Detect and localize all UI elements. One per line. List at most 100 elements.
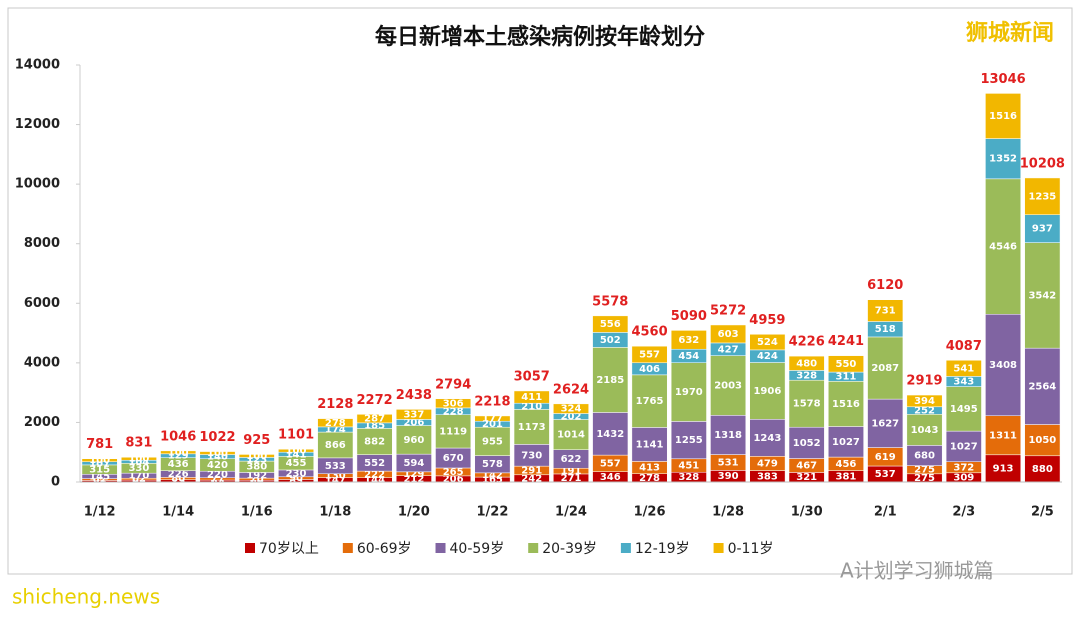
segment-label: 866 — [325, 440, 346, 451]
segment-label: 406 — [639, 364, 660, 375]
segment-label: 75 — [171, 476, 185, 487]
x-tick-label: 1/28 — [712, 505, 744, 520]
segment-label: 455 — [286, 458, 307, 469]
segment-label: 343 — [953, 376, 974, 387]
segment-label: 882 — [364, 437, 385, 448]
bar-segment — [120, 456, 157, 461]
segment-label: 533 — [325, 461, 346, 472]
bar-segment — [631, 345, 668, 364]
segment-label: 100 — [128, 454, 149, 465]
bar-segment — [788, 379, 825, 428]
segment-label: 2185 — [596, 375, 624, 386]
y-tick-label: 0 — [51, 475, 60, 490]
segment-label: 1255 — [675, 435, 703, 446]
segment-label: 390 — [718, 471, 739, 482]
segment-label: 550 — [836, 359, 857, 370]
bar-segment — [1024, 347, 1061, 425]
segment-label: 372 — [953, 462, 974, 473]
bar-segment — [1024, 455, 1061, 483]
y-tick-label: 14000 — [15, 58, 60, 73]
chart-frame — [7, 7, 1073, 575]
total-label: 2272 — [357, 393, 393, 408]
x-tick-label: 1/26 — [634, 505, 666, 520]
segment-label: 427 — [718, 344, 739, 355]
bar-segment — [395, 409, 432, 420]
segment-label: 1516 — [832, 399, 860, 410]
segment-label: 165 — [482, 475, 503, 486]
segment-label: 730 — [521, 450, 542, 461]
bar-segment — [710, 324, 747, 344]
segment-label: 70 — [250, 474, 264, 485]
segment-label: 557 — [600, 458, 621, 469]
segment-label: 337 — [403, 409, 424, 420]
segment-label: 144 — [364, 475, 385, 486]
y-tick-label: 6000 — [24, 296, 60, 311]
segment-label: 537 — [875, 469, 896, 480]
segment-label: 192 — [246, 470, 267, 481]
bar-segment — [985, 93, 1022, 139]
bar-segment — [828, 381, 864, 427]
segment-label: 1970 — [675, 387, 703, 398]
segment-label: 330 — [128, 463, 149, 474]
total-label: 2624 — [553, 382, 589, 397]
segment-label: 413 — [639, 463, 660, 474]
bar-segment — [828, 355, 864, 373]
bar-segment — [749, 334, 786, 351]
total-label: 5090 — [671, 309, 707, 324]
segment-label: 141 — [286, 449, 307, 460]
bar-segment — [710, 415, 747, 455]
bar-segment — [199, 451, 236, 455]
bar-segment — [592, 412, 629, 456]
segment-label: 518 — [875, 324, 896, 335]
segment-label: 2564 — [1028, 381, 1056, 392]
segment-label: 1052 — [793, 438, 821, 449]
bar-segment — [1024, 424, 1061, 457]
bar-segment — [317, 418, 354, 428]
segment-label: 541 — [953, 363, 974, 374]
segment-label: 306 — [443, 398, 464, 409]
x-tick-label: 1/20 — [398, 505, 430, 520]
segment-label: 315 — [89, 465, 110, 476]
bar-segment — [513, 390, 550, 404]
y-tick-label: 12000 — [15, 117, 60, 132]
total-label: 4560 — [631, 325, 667, 340]
segment-label: 177 — [482, 414, 503, 425]
bar-segment — [1024, 177, 1061, 215]
legend-swatch — [620, 543, 631, 553]
legend-label: 40-59岁 — [450, 541, 505, 557]
segment-label: 680 — [914, 450, 935, 461]
bar-segment — [828, 426, 864, 458]
total-label: 1101 — [278, 428, 314, 443]
watermark: shicheng.news — [12, 585, 160, 609]
bar-segment — [474, 415, 511, 422]
segment-label: 230 — [286, 468, 307, 479]
x-tick-label: 1/16 — [241, 505, 273, 520]
segment-label: 252 — [914, 406, 935, 417]
segment-label: 451 — [678, 461, 699, 472]
segment-label: 1352 — [989, 154, 1017, 165]
bar-segment — [867, 398, 904, 448]
total-label: 4226 — [789, 335, 825, 350]
x-tick-label: 2/5 — [1031, 505, 1054, 520]
segment-label: 311 — [836, 372, 857, 383]
segment-label: 77 — [211, 474, 225, 485]
legend-swatch — [713, 543, 724, 553]
segment-label: 1906 — [753, 386, 781, 397]
segment-label: 1516 — [989, 111, 1017, 122]
total-label: 831 — [125, 436, 152, 451]
segment-label: 104 — [128, 457, 149, 468]
segment-label: 2087 — [871, 363, 899, 374]
segment-label: 1050 — [1028, 435, 1056, 446]
segment-label: 210 — [521, 401, 542, 412]
bar-segment — [278, 448, 314, 453]
segment-label: 420 — [207, 460, 228, 471]
segment-label: 731 — [875, 306, 896, 317]
segment-label: 383 — [757, 471, 778, 482]
segment-label: 1027 — [950, 441, 978, 452]
segment-label: 594 — [403, 458, 424, 469]
segment-label: 226 — [168, 469, 189, 480]
segment-label: 4546 — [989, 242, 1017, 253]
segment-label: 170 — [128, 471, 149, 482]
segment-label: 275 — [914, 465, 935, 476]
segment-label: 524 — [757, 337, 778, 348]
